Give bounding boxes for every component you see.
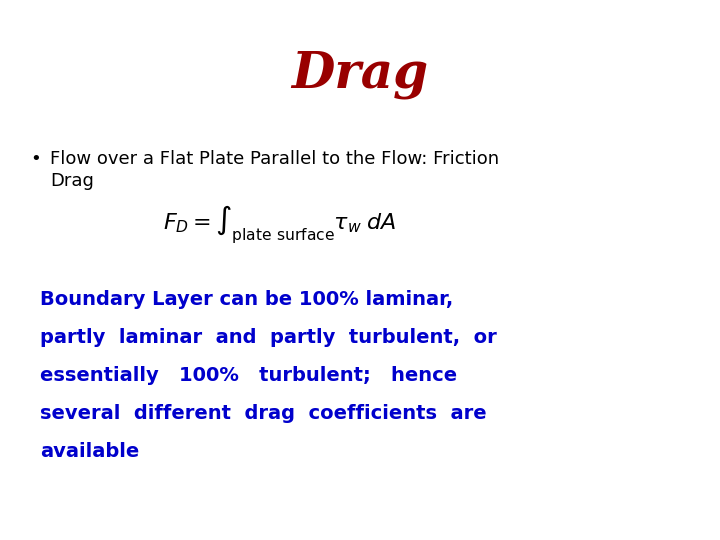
Text: several  different  drag  coefficients  are: several different drag coefficients are [40,404,487,423]
Text: Drag: Drag [292,50,428,99]
Text: Drag: Drag [50,172,94,190]
Text: essentially   100%   turbulent;   hence: essentially 100% turbulent; hence [40,366,457,385]
Text: Boundary Layer can be 100% laminar,: Boundary Layer can be 100% laminar, [40,290,454,309]
Text: $F_D = \int_{\mathrm{plate\ surface}} \tau_w \; dA$: $F_D = \int_{\mathrm{plate\ surface}} \t… [163,204,397,246]
Text: Flow over a Flat Plate Parallel to the Flow: Friction: Flow over a Flat Plate Parallel to the F… [50,150,499,168]
Text: partly  laminar  and  partly  turbulent,  or: partly laminar and partly turbulent, or [40,328,497,347]
Text: available: available [40,442,139,461]
Text: •: • [30,150,41,168]
